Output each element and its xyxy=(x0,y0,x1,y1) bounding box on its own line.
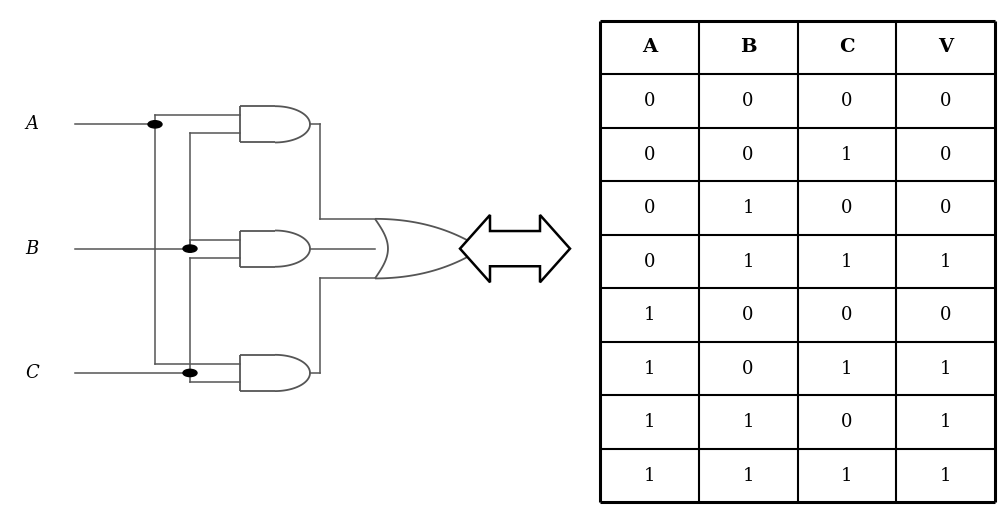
Text: 1: 1 xyxy=(742,199,754,217)
Text: 0: 0 xyxy=(940,199,951,217)
Text: 0: 0 xyxy=(841,306,853,324)
Text: 0: 0 xyxy=(742,306,754,324)
Text: A: A xyxy=(642,38,657,56)
Text: B: B xyxy=(25,240,38,257)
Text: 1: 1 xyxy=(644,467,655,485)
Text: 1: 1 xyxy=(841,253,853,270)
Text: 1: 1 xyxy=(644,359,655,378)
Text: 1: 1 xyxy=(841,467,853,485)
Text: 0: 0 xyxy=(841,199,853,217)
Text: 1: 1 xyxy=(841,146,853,164)
Circle shape xyxy=(183,369,197,377)
Text: 0: 0 xyxy=(940,146,951,164)
Text: V: V xyxy=(938,38,953,56)
Text: 1: 1 xyxy=(644,306,655,324)
Text: 0: 0 xyxy=(742,359,754,378)
Text: 0: 0 xyxy=(644,253,655,270)
Text: 1: 1 xyxy=(644,413,655,431)
Text: 0: 0 xyxy=(940,306,951,324)
Text: C: C xyxy=(25,364,39,382)
Bar xyxy=(600,21,995,502)
Circle shape xyxy=(183,245,197,252)
Text: 0: 0 xyxy=(940,92,951,110)
Text: A: A xyxy=(25,116,38,133)
Text: 0: 0 xyxy=(742,92,754,110)
Text: V: V xyxy=(515,240,528,257)
Text: 1: 1 xyxy=(841,359,853,378)
Polygon shape xyxy=(460,215,570,282)
Text: 1: 1 xyxy=(940,413,951,431)
Text: 1: 1 xyxy=(940,359,951,378)
Text: 0: 0 xyxy=(742,146,754,164)
Text: 0: 0 xyxy=(644,146,655,164)
Text: 1: 1 xyxy=(940,467,951,485)
Text: B: B xyxy=(740,38,756,56)
Text: 1: 1 xyxy=(940,253,951,270)
Text: C: C xyxy=(839,38,855,56)
Text: 1: 1 xyxy=(742,413,754,431)
Text: 0: 0 xyxy=(644,92,655,110)
Text: 0: 0 xyxy=(644,199,655,217)
Circle shape xyxy=(148,121,162,128)
Text: 1: 1 xyxy=(742,467,754,485)
Text: 0: 0 xyxy=(841,413,853,431)
Text: 1: 1 xyxy=(742,253,754,270)
Text: 0: 0 xyxy=(841,92,853,110)
